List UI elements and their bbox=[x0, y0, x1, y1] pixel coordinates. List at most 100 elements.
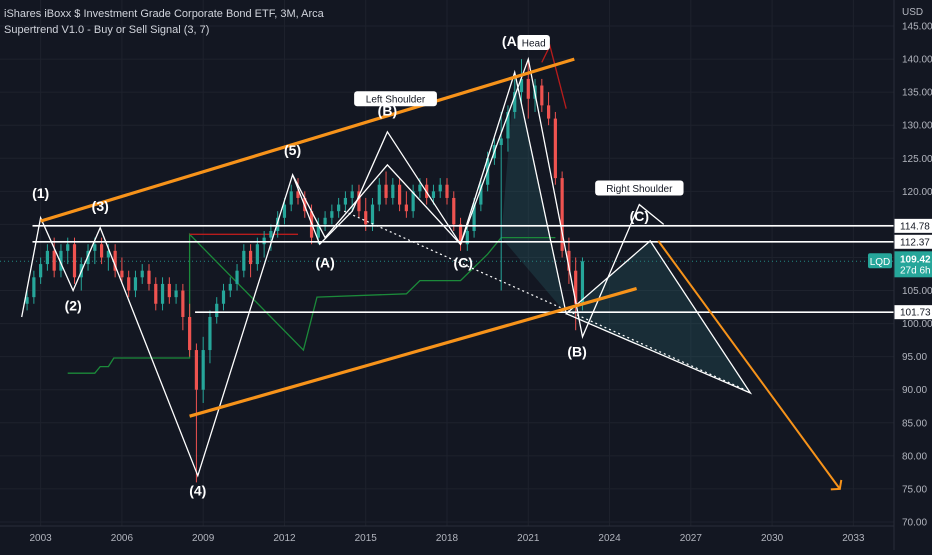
wave-label: (B) bbox=[378, 102, 397, 118]
wave-label: (5) bbox=[284, 142, 301, 158]
y-tick-label: 135.00 bbox=[902, 88, 932, 99]
candle-body bbox=[370, 204, 375, 225]
candle-body bbox=[560, 178, 564, 251]
candle-body bbox=[113, 250, 117, 271]
candle-body bbox=[282, 204, 287, 218]
candle-body bbox=[147, 270, 151, 284]
y-tick-label: 90.00 bbox=[902, 385, 927, 396]
y-tick-label: 95.00 bbox=[902, 352, 927, 363]
candle-body bbox=[438, 184, 442, 192]
wave-line-2 bbox=[292, 69, 753, 395]
level-price-tag bbox=[894, 305, 932, 320]
wave-label: (4) bbox=[189, 483, 206, 499]
candle-body bbox=[546, 105, 551, 119]
candle-body bbox=[59, 250, 63, 271]
candle-body bbox=[242, 250, 246, 271]
y-tick-label: 80.00 bbox=[902, 451, 927, 462]
candle-body bbox=[465, 231, 469, 245]
level-price-text: 101.73 bbox=[900, 308, 931, 319]
candle-body bbox=[269, 231, 273, 238]
callout-text: Left Shoulder bbox=[366, 95, 426, 106]
channel-upper-line bbox=[40, 57, 575, 223]
wave-label: (B) bbox=[567, 344, 586, 360]
candle-body bbox=[167, 283, 171, 298]
time-axis-background bbox=[0, 526, 894, 550]
candle-body bbox=[93, 244, 97, 251]
last-price-text: 109.42 bbox=[900, 254, 931, 265]
y-tick-label: 85.00 bbox=[902, 418, 927, 429]
x-tick-label: 2003 bbox=[30, 533, 53, 544]
y-tick-label: 120.00 bbox=[902, 187, 932, 198]
candle-body bbox=[350, 191, 354, 198]
forecast-arrow-line bbox=[657, 240, 841, 490]
callout-background bbox=[595, 180, 684, 196]
shaded-area-projection bbox=[566, 240, 751, 393]
candle-body bbox=[580, 261, 585, 304]
chart-legend: iShares iBoxx $ Investment Grade Corpora… bbox=[4, 6, 324, 38]
candle-body bbox=[377, 184, 381, 205]
candle-body bbox=[316, 224, 320, 238]
level-price-text: 112.37 bbox=[900, 237, 930, 248]
candle-body bbox=[99, 244, 104, 258]
candle-body bbox=[506, 111, 510, 139]
x-tick-label: 2012 bbox=[273, 533, 296, 544]
candle-body bbox=[540, 85, 544, 106]
dotted-trendline bbox=[343, 210, 746, 391]
x-tick-label: 2009 bbox=[192, 533, 215, 544]
shaded-area-head bbox=[501, 72, 567, 314]
wave-label: (C) bbox=[454, 254, 473, 270]
y-tick-label: 145.00 bbox=[902, 22, 932, 33]
wave-label: (A bbox=[502, 33, 517, 49]
candle-body bbox=[553, 118, 557, 179]
candle-body bbox=[160, 283, 165, 304]
callout-background bbox=[517, 35, 550, 51]
supertrend-up-line bbox=[67, 232, 556, 374]
candle-body bbox=[228, 283, 232, 291]
candle-body bbox=[513, 92, 517, 112]
candle-body bbox=[276, 217, 280, 232]
wave-line-1 bbox=[21, 56, 665, 478]
candle-body bbox=[72, 244, 77, 278]
candle-body bbox=[472, 204, 476, 232]
candle-body bbox=[52, 250, 56, 271]
wave-label: (2) bbox=[65, 297, 82, 313]
callout-text: Head bbox=[522, 39, 546, 50]
x-tick-label: 2015 bbox=[355, 533, 378, 544]
candle-body bbox=[32, 277, 36, 298]
candle-body bbox=[418, 184, 422, 192]
candle-body bbox=[215, 303, 219, 317]
candle-body bbox=[445, 184, 449, 198]
candle-body bbox=[25, 297, 29, 304]
callout-box: Head bbox=[517, 35, 550, 51]
candle-body bbox=[66, 244, 70, 251]
candle-body bbox=[255, 244, 259, 265]
candle-body bbox=[384, 184, 388, 198]
time-axis: 2003 2006 2009 2012 2015 2018 2021 2024 2027 2030… bbox=[0, 0, 895, 550]
level-price-tag bbox=[894, 234, 932, 249]
candle-body bbox=[248, 250, 253, 265]
wave-label: (A) bbox=[315, 254, 334, 270]
candle-body bbox=[391, 184, 395, 198]
candle-body bbox=[411, 191, 415, 212]
candle-body bbox=[235, 270, 239, 284]
callout-text: Right Shoulder bbox=[606, 184, 673, 195]
indicator-label: Supertrend V1.0 - Buy or Sell Signal (3,… bbox=[4, 24, 210, 36]
candles-group bbox=[25, 59, 585, 483]
candle-body bbox=[567, 250, 571, 271]
wave-label: (3) bbox=[92, 198, 109, 214]
candle-body bbox=[479, 184, 483, 205]
candle-body bbox=[262, 237, 266, 245]
x-tick-label: 2006 bbox=[111, 533, 134, 544]
candle-body bbox=[330, 211, 334, 218]
candle-body bbox=[194, 350, 199, 390]
candle-body bbox=[452, 197, 456, 225]
x-tick-label: 2033 bbox=[842, 533, 865, 544]
y-tick-label: 70.00 bbox=[902, 518, 927, 529]
level-price-text: 114.78 bbox=[900, 221, 930, 232]
callout-background bbox=[354, 91, 437, 107]
y-tick-label: 105.00 bbox=[902, 286, 932, 297]
symbol-tag bbox=[868, 253, 892, 269]
candle-body bbox=[45, 250, 50, 265]
